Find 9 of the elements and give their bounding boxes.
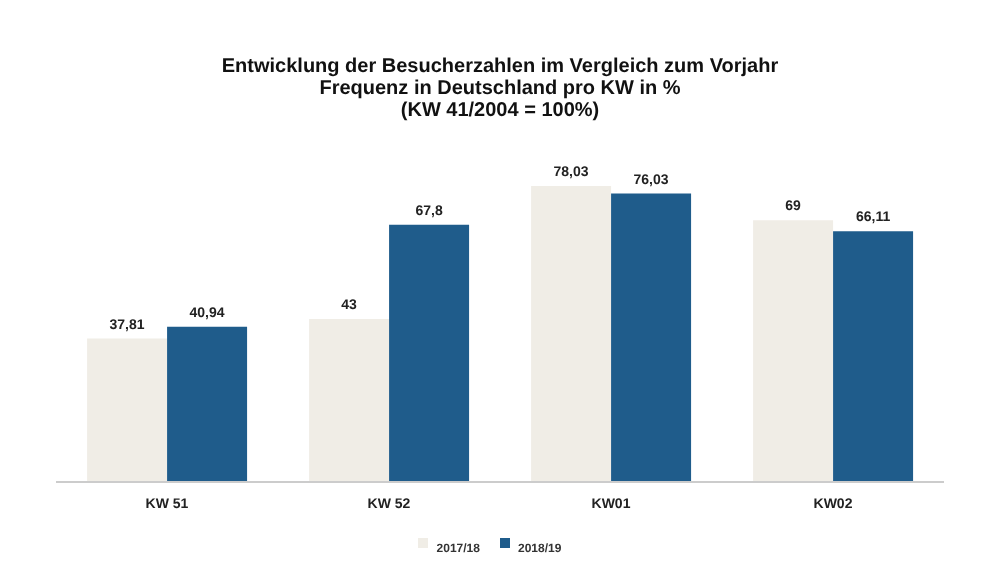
bar <box>833 231 914 482</box>
bar <box>87 338 168 482</box>
chart-title: Entwicklung der Besucherzahlen im Vergleich zum Vorjahr Frequenz in Deutschland pro KW in % (KW 41/2004 = 100%) <box>219 56 781 122</box>
bar <box>753 220 834 482</box>
bar <box>389 224 470 482</box>
bar <box>531 186 612 482</box>
bar <box>167 326 248 482</box>
bar <box>309 318 390 482</box>
bar <box>611 193 692 482</box>
